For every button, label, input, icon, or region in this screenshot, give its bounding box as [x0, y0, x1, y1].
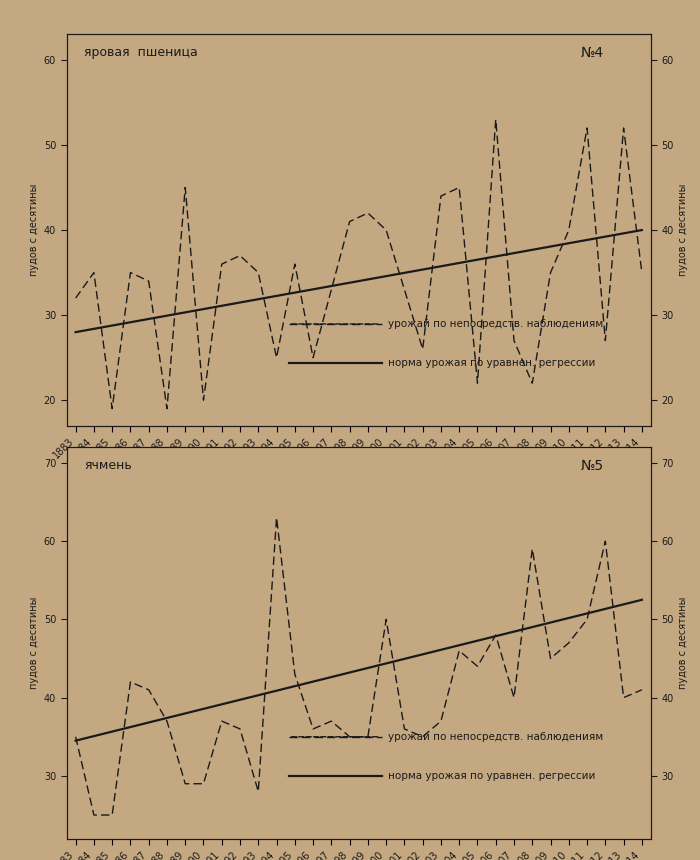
Text: пудов с десятины: пудов с десятины: [29, 184, 39, 276]
Text: урожай по непосредств. наблюдениям: урожай по непосредств. наблюдениям: [388, 319, 603, 329]
Text: №4: №4: [581, 46, 604, 60]
Text: урожаи по непосредств. наблюдениям: урожаи по непосредств. наблюдениям: [388, 732, 603, 742]
Text: норма урожая по уравнен. регрессии: норма урожая по уравнен. регрессии: [388, 358, 595, 368]
Text: №5: №5: [581, 459, 604, 473]
Text: пудов с десятины: пудов с десятины: [678, 597, 688, 689]
Text: норма урожая по уравнен. регрессии: норма урожая по уравнен. регрессии: [388, 771, 595, 781]
Text: ячмень: ячмень: [84, 459, 132, 472]
Text: пудов с десятины: пудов с десятины: [29, 597, 39, 689]
Text: яровая  пшеница: яровая пшеница: [84, 46, 198, 59]
Text: пудов с десятины: пудов с десятины: [678, 184, 688, 276]
